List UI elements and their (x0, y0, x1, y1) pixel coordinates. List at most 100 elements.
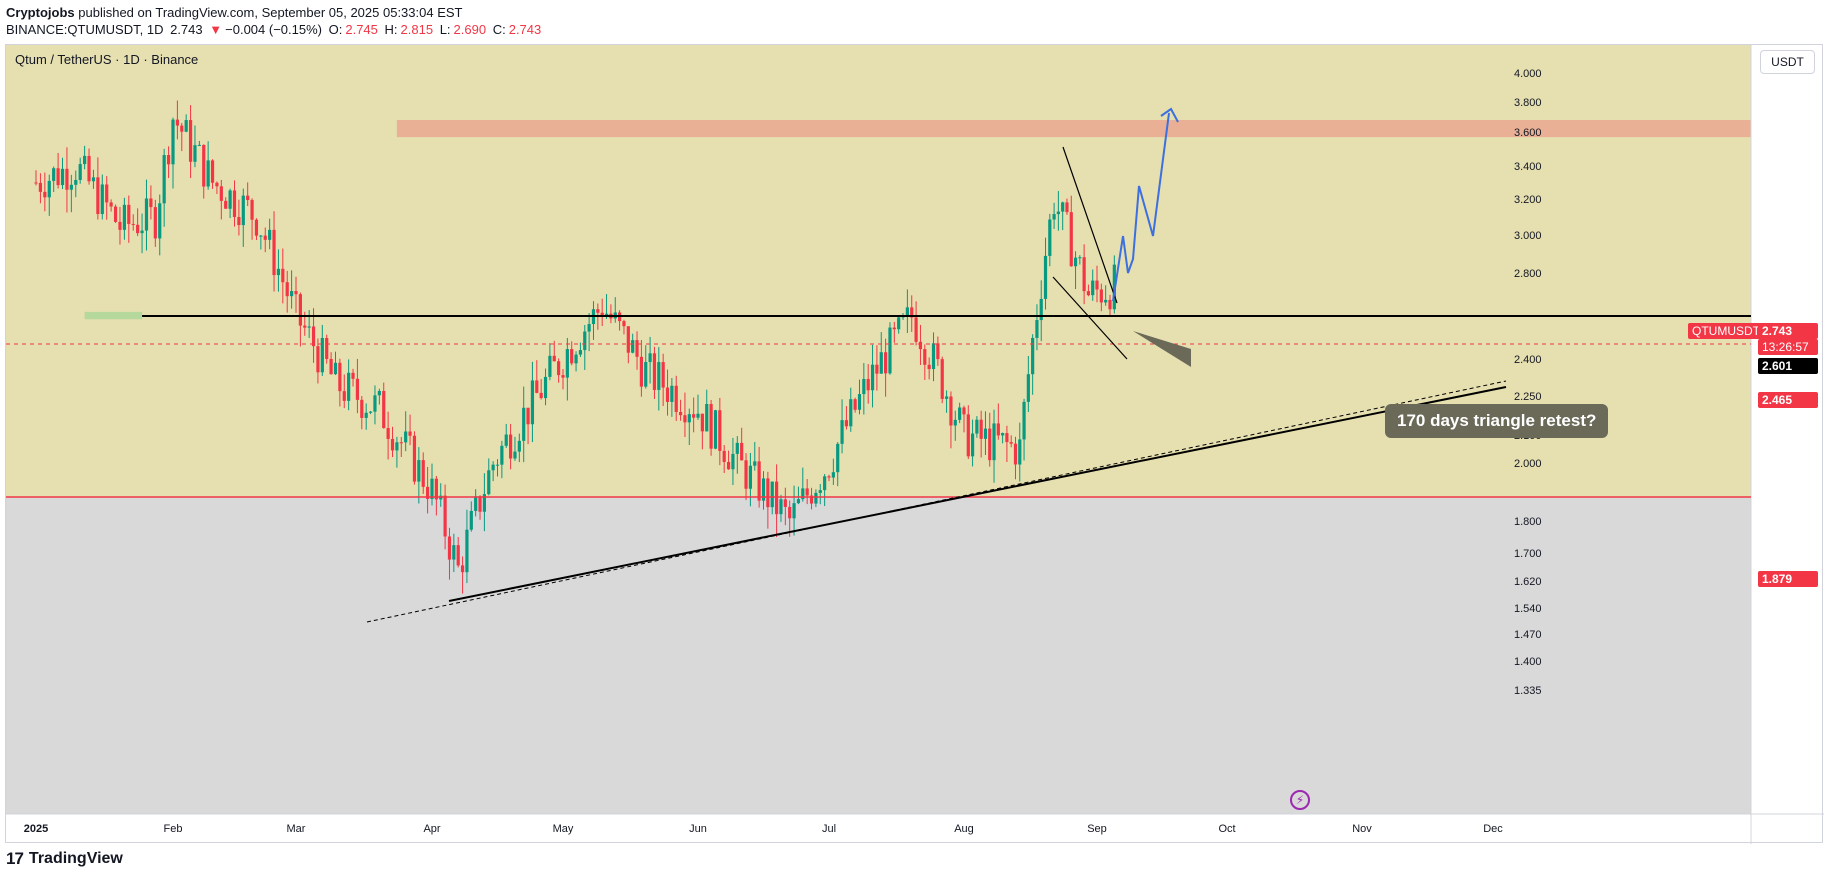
price-tick-label: 1.540 (1514, 603, 1542, 615)
candle-body (188, 120, 193, 162)
candle-body (175, 119, 179, 126)
chart-frame[interactable]: 4.000 3.800 3.600 3.400 3.200 3.000 2.800 2.400… (5, 44, 1824, 844)
lightning-icon[interactable]: ⚡ (1290, 790, 1310, 810)
candle-body (757, 461, 761, 501)
candle-body (1069, 212, 1073, 267)
candle-body (487, 470, 491, 495)
candle-body (1095, 280, 1099, 290)
ohlc-line: BINANCE:QTUMUSDT, 1D 2.743 ▼ −0.004 (−0.1… (6, 21, 544, 38)
candle-body (478, 496, 482, 512)
high-label: H: (384, 22, 398, 37)
candle-body (526, 407, 530, 425)
candle-body (709, 404, 713, 449)
candle-body (307, 326, 311, 328)
price-tick-label: 3.000 (1514, 230, 1542, 242)
publish-line: Cryptojobs published on TradingView.com,… (6, 4, 544, 21)
candle-body (744, 460, 748, 489)
candle-body (574, 354, 578, 364)
time-tick-label: Jun (689, 823, 707, 835)
price-tick-label: 1.700 (1514, 548, 1542, 560)
candle-body (342, 391, 346, 401)
candle-body (543, 376, 548, 399)
candle-body (408, 431, 412, 436)
candle-body (539, 392, 543, 399)
candle-body (1031, 337, 1035, 375)
candle-body (1005, 433, 1009, 443)
candle-body (823, 476, 827, 491)
candle-body (74, 179, 78, 185)
candle-body (83, 155, 87, 165)
candle-body (840, 420, 844, 444)
price-tick-label: 1.800 (1514, 516, 1542, 528)
candle-body (801, 488, 805, 500)
candle-body (434, 478, 438, 500)
candle-body (373, 395, 377, 412)
candle-body (983, 428, 988, 439)
currency-button[interactable]: USDT (1760, 50, 1815, 74)
candle-body (849, 399, 853, 427)
candle-body (958, 407, 962, 420)
candle-body (460, 565, 465, 573)
candle-body (583, 331, 587, 351)
candle-body (465, 529, 469, 573)
candle-body (193, 145, 197, 162)
candle-body (953, 419, 957, 426)
candle-body (530, 380, 535, 425)
candle-body (1056, 211, 1060, 215)
candle-body (905, 307, 909, 317)
candle-body (1052, 214, 1056, 220)
candle-body (770, 481, 774, 508)
triangle-retest-callout[interactable]: 170 days triangle retest? (1385, 404, 1609, 438)
candle-body (578, 350, 583, 355)
candle-body (69, 184, 73, 190)
time-tick-label: 2025 (24, 823, 48, 835)
red-level-tag: 1.879 (1758, 571, 1818, 587)
candle-body (180, 125, 184, 132)
candle-body (43, 191, 47, 198)
candle-body (482, 494, 486, 512)
candle-body (368, 411, 373, 413)
candle-body (996, 423, 1000, 436)
candle-body (109, 202, 113, 207)
price-tick-label: 1.335 (1514, 685, 1542, 697)
wedge-upper-line (1062, 146, 1118, 304)
candle-body (131, 223, 135, 225)
candle-body (692, 414, 696, 418)
price-change: −0.004 (−0.15%) (225, 22, 322, 37)
candle-body (561, 375, 565, 378)
high-value: 2.815 (400, 22, 434, 37)
candle-body (918, 341, 923, 350)
candle-body (713, 410, 718, 449)
price-chart[interactable]: 4.000 3.800 3.600 3.400 3.200 3.000 2.800 2.400… (6, 45, 1824, 844)
time-tick-label: Apr (423, 823, 440, 835)
candle-body (162, 155, 166, 204)
candle-body (1065, 202, 1069, 213)
candle-body (779, 499, 783, 515)
candle-body (250, 199, 254, 220)
candle-body (775, 481, 779, 515)
candle-body (818, 490, 822, 493)
candle-body (792, 503, 796, 519)
tradingview-brand[interactable]: 17 TradingView (6, 849, 123, 869)
candle-body (254, 219, 259, 236)
candle-body (311, 326, 316, 347)
candle-body (333, 362, 338, 375)
candle-body (426, 486, 430, 499)
candle-body (766, 478, 770, 508)
candle-body (237, 217, 241, 226)
candle-body (626, 326, 630, 353)
candle-body (1018, 439, 1022, 465)
candle-body (215, 182, 219, 187)
candle-body (329, 358, 333, 375)
candle-body (325, 337, 329, 359)
candle-body (272, 229, 276, 276)
publisher-name[interactable]: Cryptojobs (6, 5, 75, 20)
candle-body (1099, 289, 1103, 303)
candle-body (888, 327, 892, 374)
candle-body (1022, 401, 1026, 440)
candle-body (1073, 257, 1078, 267)
candle-body (805, 488, 809, 496)
candle-body (722, 450, 726, 462)
time-tick-label: Mar (287, 823, 306, 835)
candle-body (364, 412, 368, 418)
